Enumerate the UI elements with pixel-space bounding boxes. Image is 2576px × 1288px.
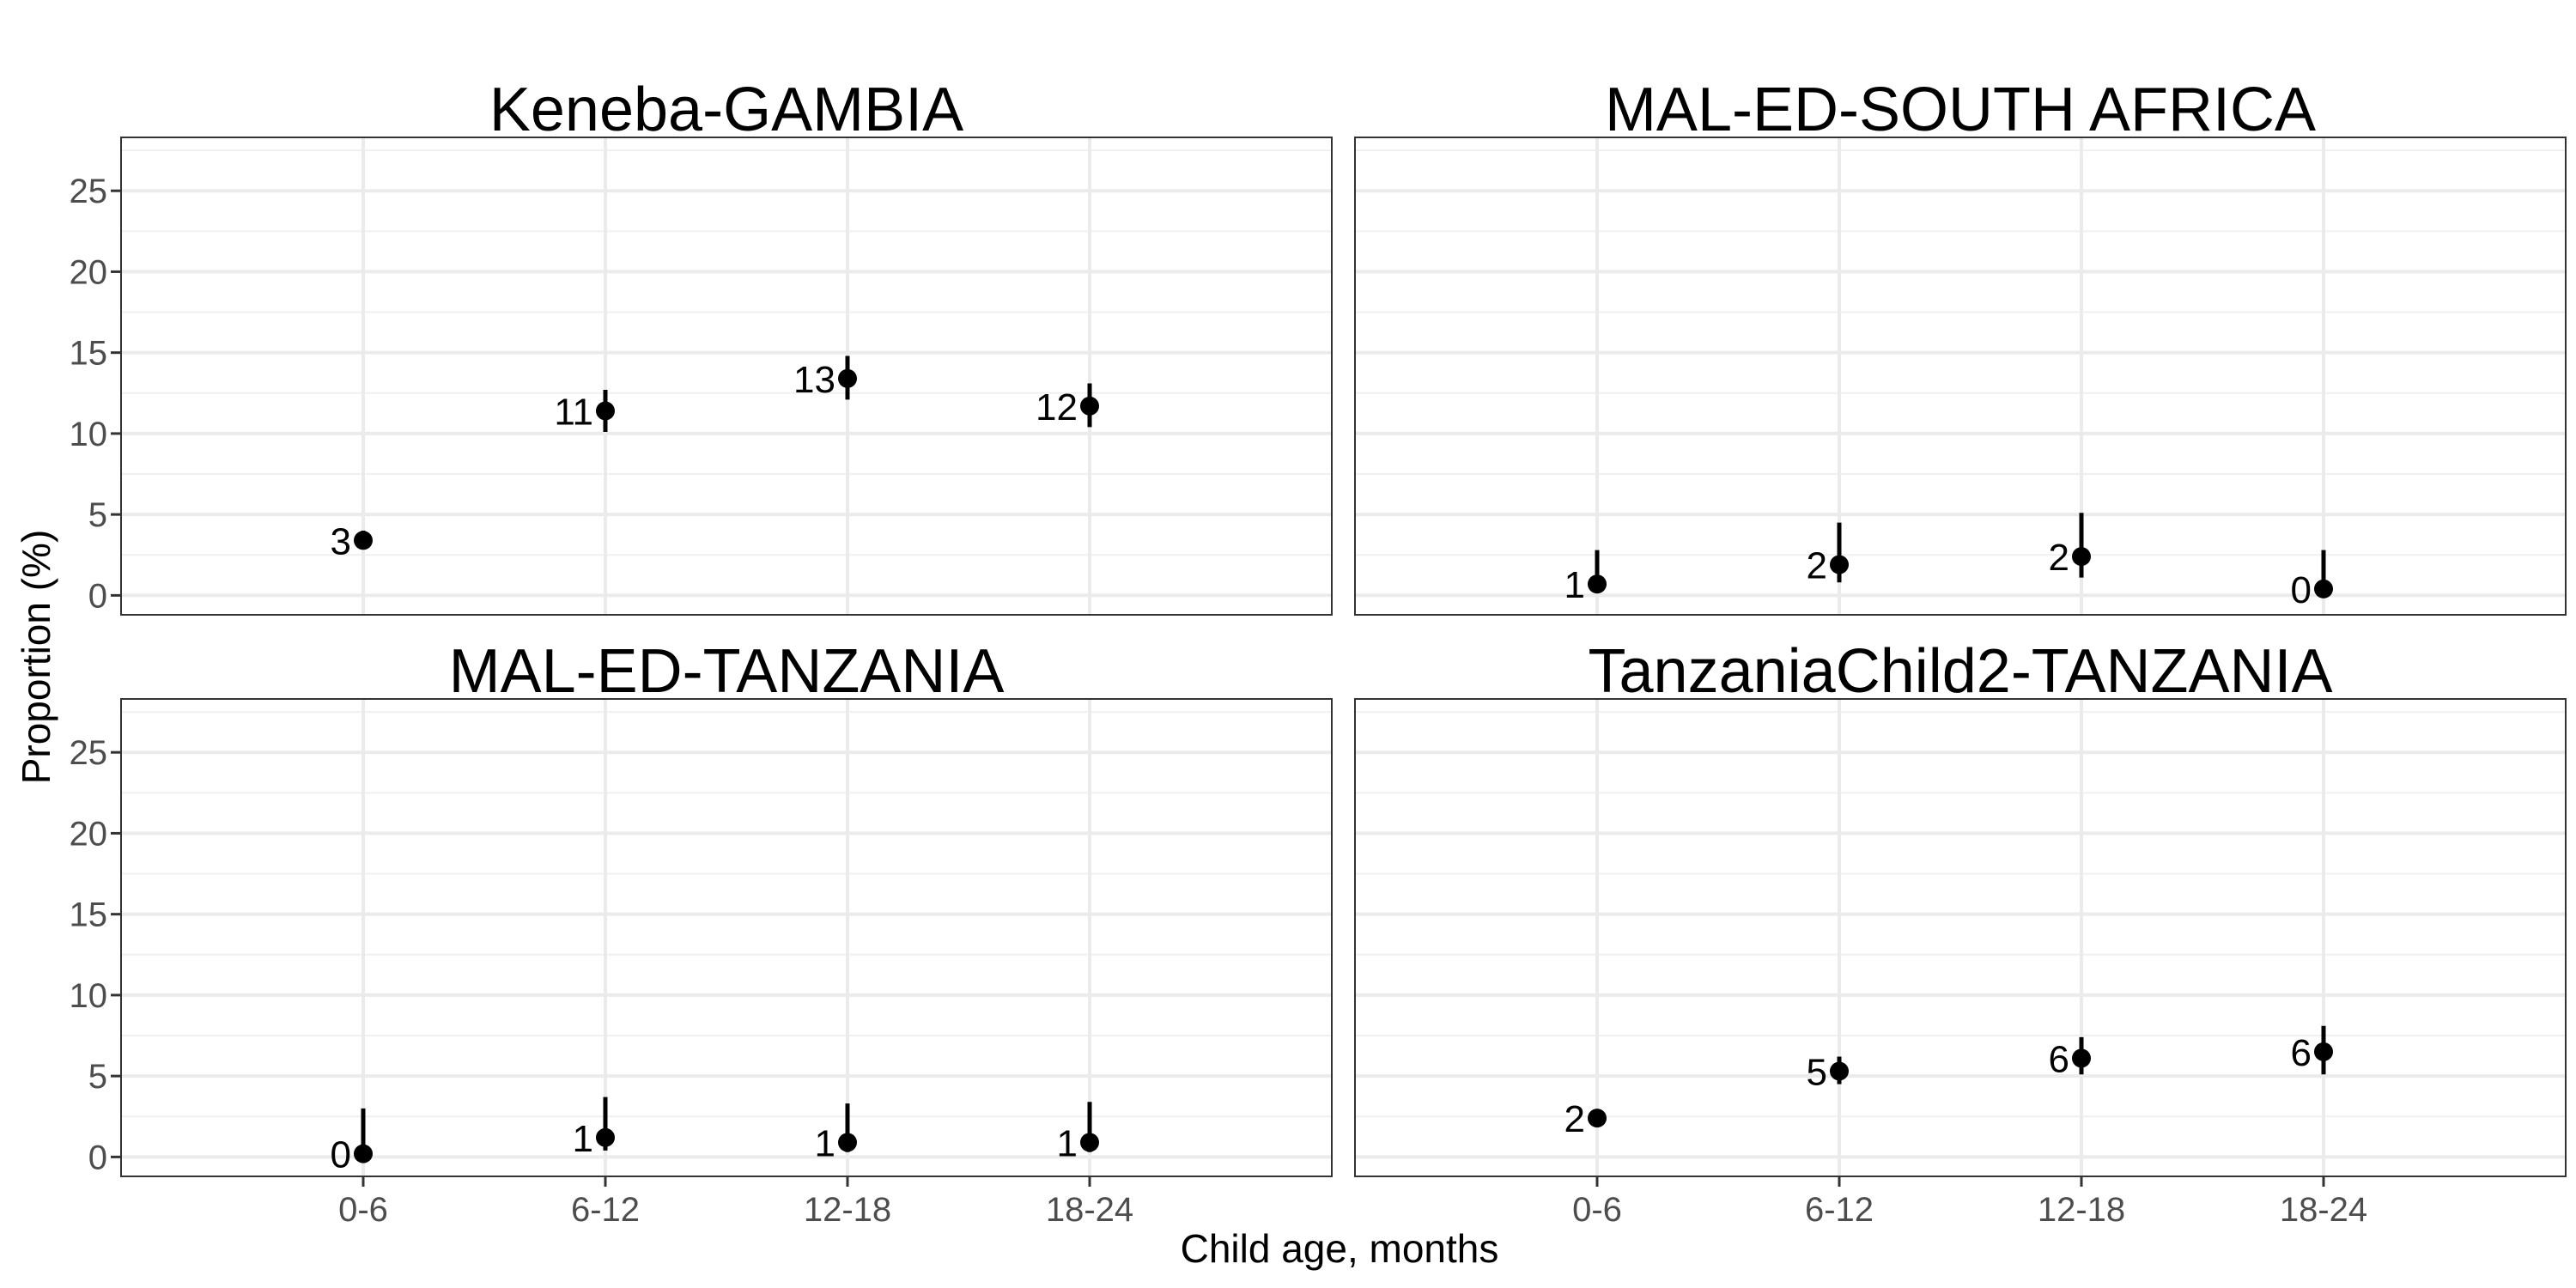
data-point [2314,579,2333,598]
x-tick-label: 0-6 [1572,1191,1622,1229]
data-label: 2 [1564,1098,1585,1140]
panels-layer: Keneba-GAMBIA05101520253111312MAL-ED-SOU… [70,76,2567,1229]
data-point [1830,1061,1849,1081]
panel-1: MAL-ED-SOUTH AFRICA 1 2 2 0 [1354,76,2567,616]
data-point [1830,555,1849,574]
y-axis-title: Proportion (%) [14,530,58,785]
data-label: 1 [1057,1122,1078,1164]
data-point [354,531,373,550]
data-label: 2 [1807,545,1827,587]
panel-title: MAL-ED-SOUTH AFRICA [1605,76,2316,144]
y-tick-label: 15 [70,896,108,934]
x-tick-label: 0-6 [338,1191,388,1229]
data-label: 2 [2049,537,2069,579]
data-label: 5 [1807,1051,1827,1093]
panel-title: MAL-ED-TANZANIA [449,637,1005,706]
y-tick-label: 5 [88,1058,107,1096]
data-point [838,368,857,388]
x-tick-label: 18-24 [1046,1191,1133,1229]
panel-border [1354,137,2567,616]
data-label: 3 [331,520,351,562]
x-axis-title: Child age, months [1181,1226,1499,1271]
x-tick-label: 18-24 [2280,1191,2367,1229]
data-label: 11 [554,392,593,434]
panel-title: Keneba-GAMBIA [489,76,963,144]
data-point [596,401,615,421]
x-tick-label: 6-12 [571,1191,640,1229]
data-label: 1 [815,1122,835,1164]
data-point [2072,547,2091,567]
y-tick-label: 10 [70,977,108,1015]
data-point [1588,1109,1607,1128]
data-point [2314,1042,2333,1061]
panel-3: TanzaniaChild2-TANZANIA 0-6 6-12 12-18 18-24… [1354,637,2567,1229]
x-tick-label: 6-12 [1805,1191,1874,1229]
data-label: 12 [1036,386,1078,428]
data-label: 6 [2291,1032,2312,1074]
x-tick-label: 12-18 [2038,1191,2125,1229]
data-point [596,1127,615,1147]
panel-border [120,698,1333,1177]
y-tick-label: 25 [70,734,108,772]
y-tick-label: 5 [88,496,107,534]
y-tick-label: 10 [70,416,108,453]
data-point [1588,574,1607,594]
x-tick-label: 12-18 [804,1191,891,1229]
data-point [1080,396,1099,416]
data-label: 1 [573,1118,593,1160]
data-point [2072,1048,2091,1068]
panel-border [1354,698,2567,1177]
panel-title: TanzaniaChild2-TANZANIA [1589,637,2333,706]
data-label: 1 [1564,564,1585,606]
data-point [1080,1133,1099,1152]
y-tick-label: 0 [88,577,107,615]
y-tick-label: 0 [88,1139,107,1176]
y-tick-label: 15 [70,335,108,373]
panel-0: Keneba-GAMBIA 0 5 10 15 20 25 3 11 13 12 [70,76,1333,616]
y-tick-label: 25 [70,173,108,210]
data-label: 0 [2291,569,2312,611]
data-label: 0 [331,1134,351,1176]
y-tick-label: 20 [70,253,108,291]
panel-border [120,137,1333,616]
data-point [838,1133,857,1152]
data-label: 6 [2049,1038,2069,1080]
y-tick-label: 20 [70,815,108,853]
data-point [354,1144,373,1163]
data-label: 13 [793,359,835,401]
